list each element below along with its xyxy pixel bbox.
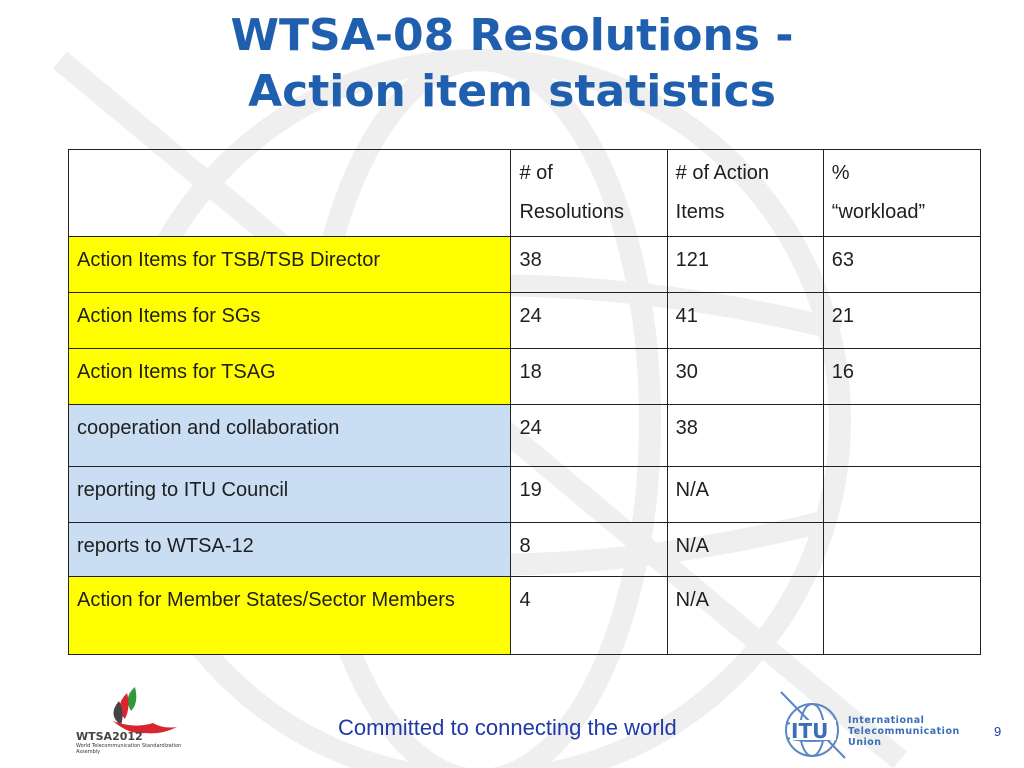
workload-cell: 16 xyxy=(822,348,982,405)
row-label: Action Items for TSB/TSB Director xyxy=(67,236,512,293)
action-items-cell: 30 xyxy=(666,348,824,405)
wtsa-logo-text: WTSA2012 xyxy=(76,730,143,743)
slide-title-line-2: Action item statistics xyxy=(248,66,776,117)
resolutions-cell: 38 xyxy=(510,236,668,293)
itu-logo-text: ITU xyxy=(791,719,828,743)
workload-cell xyxy=(822,466,982,523)
wtsa-logo-caption: WTSA2012 World Telecommunication Standar… xyxy=(76,730,182,755)
header-cell-action-items: # of Action Items xyxy=(666,149,824,237)
workload-cell: 63 xyxy=(822,236,982,293)
page-number: 9 xyxy=(994,724,1002,739)
action-items-cell: 38 xyxy=(666,404,824,467)
workload-cell xyxy=(822,522,982,577)
row-label: reports to WTSA-12 xyxy=(67,522,512,577)
header-cell-empty xyxy=(67,149,512,237)
resolutions-cell: 19 xyxy=(510,466,668,523)
itu-globe-logo-icon: ITU xyxy=(780,691,846,759)
resolutions-cell: 18 xyxy=(510,348,668,405)
action-items-cell: 41 xyxy=(666,292,824,349)
table-header-row: # of Resolutions # of Action Items % “wo… xyxy=(67,149,982,237)
action-items-cell: 121 xyxy=(666,236,824,293)
action-items-cell: N/A xyxy=(666,522,824,577)
workload-cell xyxy=(822,576,982,655)
footer-tagline: Committed to connecting the world xyxy=(338,715,677,740)
action-item-stats-table: # of Resolutions # of Action Items % “wo… xyxy=(67,149,982,655)
resolutions-cell: 24 xyxy=(510,292,668,349)
table-row: Action for Member States/Sector Members … xyxy=(67,576,982,655)
table-row: Action Items for SGs 24 41 21 xyxy=(67,292,982,349)
resolutions-cell: 8 xyxy=(510,522,668,577)
table-row: Action Items for TSB/TSB Director 38 121… xyxy=(67,236,982,293)
row-label: Action Items for SGs xyxy=(67,292,512,349)
header-cell-resolutions: # of Resolutions xyxy=(510,149,668,237)
wtsa-2012-bird-logo-icon xyxy=(113,687,177,734)
row-label: Action Items for TSAG xyxy=(67,348,512,405)
action-items-cell: N/A xyxy=(666,466,824,523)
slide-title-line-1: WTSA-08 Resolutions - xyxy=(230,10,794,61)
workload-cell: 21 xyxy=(822,292,982,349)
slide-title: WTSA-08 Resolutions - Action item statis… xyxy=(0,8,1024,120)
row-label: cooperation and collaboration xyxy=(67,404,512,467)
table-row: reports to WTSA-12 8 N/A xyxy=(67,522,982,577)
action-items-cell: N/A xyxy=(666,576,824,655)
resolutions-cell: 24 xyxy=(510,404,668,467)
row-label: reporting to ITU Council xyxy=(67,466,512,523)
table-row: Action Items for TSAG 18 30 16 xyxy=(67,348,982,405)
wtsa-logo-subtitle: World Telecommunication Standardization … xyxy=(76,743,182,755)
table-row: reporting to ITU Council 19 N/A xyxy=(67,466,982,523)
header-cell-workload: % “workload” xyxy=(822,149,982,237)
row-label: Action for Member States/Sector Members xyxy=(67,576,512,655)
itu-org-name: International Telecommunication Union xyxy=(848,715,960,748)
resolutions-cell: 4 xyxy=(510,576,668,655)
table-row: cooperation and collaboration 24 38 xyxy=(67,404,982,467)
workload-cell xyxy=(822,404,982,467)
